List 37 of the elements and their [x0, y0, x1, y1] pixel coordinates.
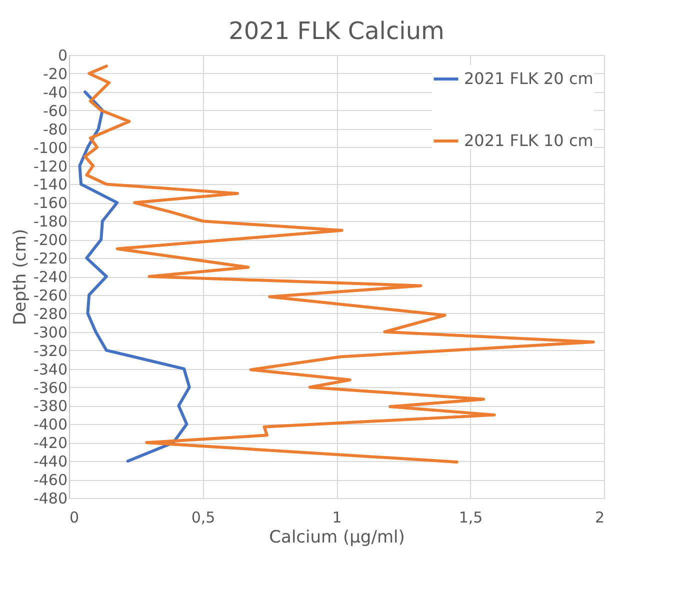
x-tick-label: 0: [70, 508, 80, 526]
y-tick-label: -20: [43, 64, 68, 83]
y-axis-title: Depth (cm): [10, 228, 30, 326]
y-tick-label: -120: [33, 157, 68, 176]
y-tick-label: -440: [33, 452, 68, 471]
y-tick-label: -300: [33, 323, 68, 342]
y-tick-label: -40: [43, 83, 68, 102]
y-tick-label: -320: [33, 342, 68, 360]
y-tick-label: -360: [33, 378, 68, 397]
y-tick-label: -140: [33, 176, 68, 194]
y-tick-label: -240: [33, 268, 68, 286]
y-tick-label: -160: [33, 194, 68, 212]
y-tick-label: -180: [33, 212, 68, 231]
x-tick-label: 1,5: [458, 508, 483, 526]
y-tick-label: -260: [33, 286, 68, 304]
y-tick-label: -460: [33, 471, 68, 490]
y-tick-label: -420: [33, 434, 68, 452]
y-tick-label: -100: [33, 138, 68, 157]
legend-label: 2021 FLK 20 cm: [464, 69, 594, 88]
y-tick-label: -400: [33, 416, 68, 434]
y-tick-label: -480: [33, 490, 68, 508]
y-tick-label: -380: [33, 397, 68, 416]
y-tick-label: -220: [33, 250, 68, 268]
line-series: [78, 90, 191, 463]
x-tick-label: 0,5: [191, 508, 216, 526]
y-tick-label: -60: [43, 102, 68, 120]
y-tick-label: 0: [58, 46, 68, 64]
legend-label: 2021 FLK 10 cm: [464, 131, 594, 150]
line-series: [84, 64, 595, 464]
y-tick-label: -80: [43, 120, 68, 138]
y-tick-label: -280: [33, 304, 68, 323]
x-axis-title: Calcium (µg/ml): [269, 528, 405, 548]
x-tick-label: 1: [332, 508, 342, 526]
chart-title: 2021 FLK Calcium: [228, 17, 444, 45]
x-tick-label: 2: [594, 508, 604, 526]
y-tick-label: -340: [33, 360, 68, 378]
y-tick-label: -200: [33, 231, 68, 250]
